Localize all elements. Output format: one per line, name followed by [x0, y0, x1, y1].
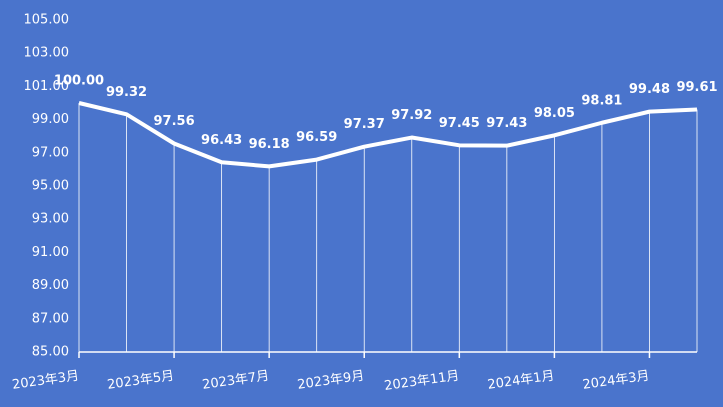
y-tick-label: 105.00 — [24, 13, 70, 28]
data-label: 96.43 — [201, 133, 242, 148]
data-label: 99.61 — [676, 80, 717, 95]
y-tick-label: 99.00 — [32, 112, 69, 127]
y-tick-label: 89.00 — [32, 278, 69, 293]
y-tick-label: 85.00 — [32, 345, 69, 360]
data-label: 97.43 — [486, 116, 527, 131]
data-label: 97.92 — [391, 108, 432, 123]
x-tick-label: 2024年1月 — [487, 369, 556, 393]
data-label: 96.59 — [296, 130, 337, 145]
data-line — [78, 101, 698, 169]
data-label: 98.05 — [534, 106, 575, 121]
x-tick-label: 2023年5月 — [106, 369, 175, 393]
data-label: 96.18 — [249, 137, 290, 152]
y-tick-label: 91.00 — [32, 245, 69, 260]
x-tick-label: 2023年9月 — [296, 369, 365, 393]
x-tick-label: 2023年11月 — [383, 369, 460, 394]
y-tick-label: 97.00 — [32, 145, 69, 160]
data-label: 100.00 — [54, 74, 104, 89]
data-label: 97.37 — [344, 117, 385, 132]
x-tick-label: 2023年3月 — [11, 369, 80, 393]
y-tick-label: 93.00 — [32, 212, 69, 227]
x-tick-label: 2023年7月 — [201, 369, 270, 393]
y-tick-label: 87.00 — [32, 311, 69, 326]
data-label: 99.32 — [106, 85, 147, 100]
data-label: 97.56 — [154, 114, 195, 129]
data-label: 99.48 — [629, 82, 670, 97]
data-label: 97.45 — [439, 116, 480, 131]
x-tick-label: 2024年3月 — [582, 369, 651, 393]
y-tick-label: 101.00 — [24, 79, 70, 94]
y-tick-label: 95.00 — [32, 179, 69, 194]
y-tick-label: 103.00 — [24, 46, 70, 61]
data-label: 98.81 — [581, 93, 622, 108]
